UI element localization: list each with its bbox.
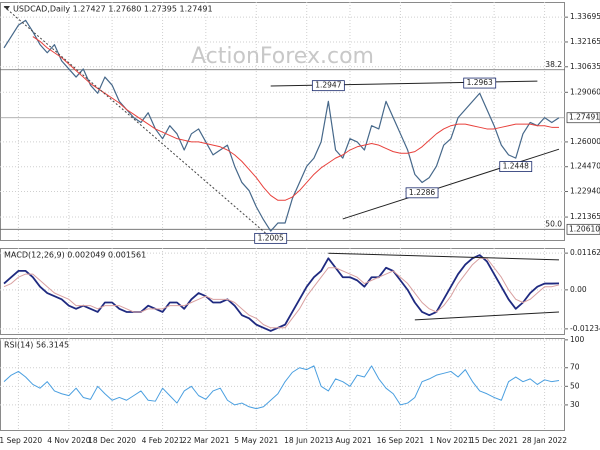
panel-title: RSI(14) 56.3145	[4, 341, 69, 350]
annotation-label: 1.2005	[258, 233, 284, 242]
y-tick-label: 1.21365	[570, 212, 600, 221]
trendline	[3, 6, 272, 238]
y-tick-label: 70	[570, 363, 580, 372]
series-line	[32, 36, 559, 201]
price-box	[566, 112, 600, 124]
y-tick-label: 1.24470	[570, 162, 600, 171]
series-line	[3, 257, 560, 329]
y-tick-label: 1.30635	[570, 62, 600, 71]
annotation: 1.2448	[499, 161, 533, 172]
y-tick-label: 1.22940	[570, 187, 600, 196]
y-tick-label: 1.33695	[570, 12, 600, 21]
watermark: ActionForex.com	[191, 44, 374, 69]
trendline	[414, 311, 560, 321]
annotation-label: 1.2963	[467, 78, 493, 87]
x-tick-label: 28 Jan 2022	[522, 436, 567, 445]
annotation-box	[463, 77, 497, 89]
x-tick-label: 3 Aug 2021	[328, 436, 371, 445]
annotation: 1.2005	[254, 232, 288, 244]
panel-title: MACD(12,26,9) 0.002049 0.001561	[4, 251, 146, 260]
annotation: 1.2963	[463, 77, 497, 89]
level-label: 38.2	[545, 60, 562, 69]
series-line	[3, 254, 560, 332]
annotation: 1.2286	[405, 187, 439, 199]
y-tick-label: 1.29060	[570, 87, 600, 96]
y-tick-label: 50	[570, 381, 580, 390]
annotation-label: 1.2286	[409, 188, 435, 197]
y-tick-label: 0.011629	[570, 248, 600, 257]
y-tick-label: 100	[570, 335, 585, 344]
x-tick-label: 5 May 2021	[234, 436, 278, 445]
x-tick-label: 21 Sep 2020	[0, 436, 42, 445]
panel-frame	[0, 338, 565, 431]
trendline	[342, 148, 560, 220]
series-line	[3, 19, 560, 232]
y-tick-label: 0.00	[570, 285, 587, 294]
x-tick-label: 16 Sep 2021	[377, 436, 425, 445]
last-price-label: 1.27491	[569, 113, 600, 122]
series-line	[3, 365, 560, 410]
x-tick-label: 18 Jun 2021	[284, 436, 329, 445]
panel-title: USDCAD,Daily 1.27427 1.27680 1.27395 1.2…	[13, 5, 213, 14]
panel-frame	[0, 248, 565, 335]
annotation-box	[254, 232, 288, 244]
annotation-box	[499, 161, 533, 172]
y-tick-label: 1.32165	[570, 37, 600, 46]
x-tick-label: 15 Dec 2021	[470, 436, 518, 445]
x-tick-label: 18 Dec 2020	[88, 436, 136, 445]
y-tick-label: -0.012348	[570, 324, 600, 333]
annotation-label: 1.2448	[503, 162, 529, 171]
annotation-box	[405, 187, 439, 199]
annotation-box	[311, 80, 345, 92]
level-label: 50.0	[545, 219, 562, 228]
price-label: 1.20610	[569, 224, 600, 233]
x-tick-label: 1 Nov 2021	[429, 436, 472, 445]
x-tick-label: 22 Mar 2021	[182, 436, 230, 445]
annotation: 1.2947	[311, 80, 345, 92]
price-box	[566, 223, 600, 235]
y-tick-label: 1.26000	[570, 137, 600, 146]
y-tick-label: 30	[570, 400, 580, 409]
x-tick-label: 4 Feb 2021	[142, 436, 184, 445]
annotation-label: 1.2947	[315, 81, 341, 90]
x-tick-label: 4 Nov 2020	[47, 436, 90, 445]
title-icon	[4, 6, 10, 10]
trendline	[328, 252, 560, 261]
